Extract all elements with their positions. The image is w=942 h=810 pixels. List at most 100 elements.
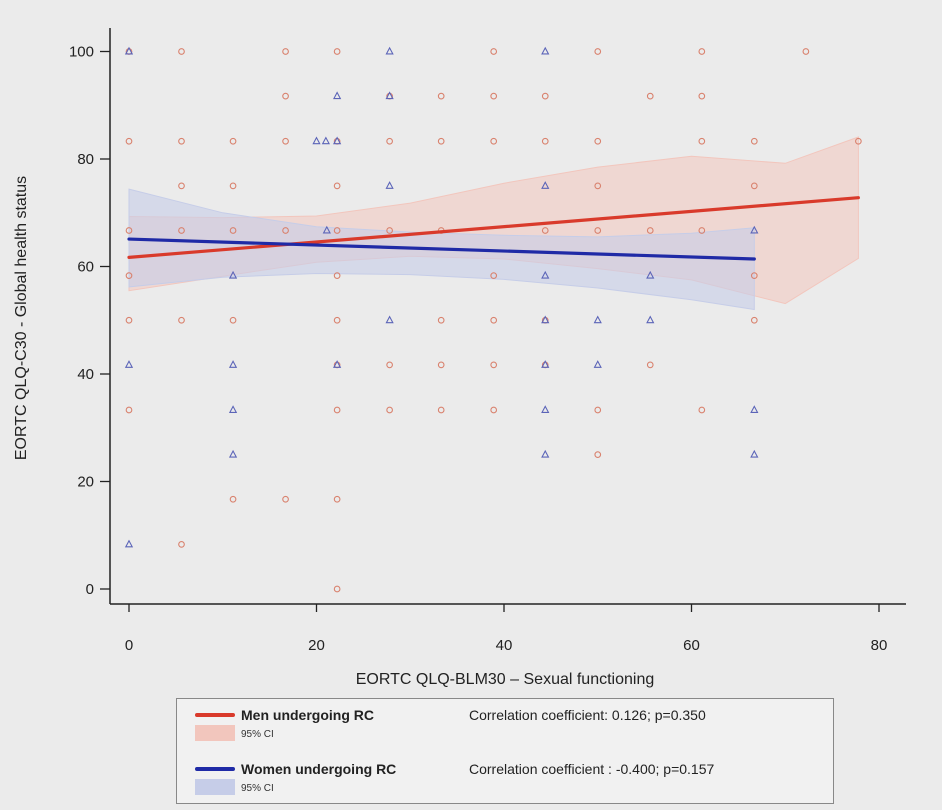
- point-women-13: [541, 270, 550, 279]
- point-men-46: [490, 272, 498, 279]
- point-men-16: [178, 137, 185, 145]
- point-men-32: [750, 182, 758, 190]
- y-tick-label-0: 0: [86, 581, 94, 598]
- point-men-44: [125, 272, 133, 279]
- point-men-63: [333, 406, 341, 414]
- point-men-12: [541, 92, 549, 100]
- point-women-4: [385, 91, 394, 100]
- point-men-50: [229, 316, 237, 324]
- point-men-36: [282, 227, 289, 234]
- y-tick-label-5: 100: [69, 44, 94, 61]
- legend-entry-women: Women undergoing RC 95% CI Correlation c…: [177, 753, 833, 803]
- legend-men-ci-swatch: [195, 725, 235, 741]
- point-women-20: [228, 360, 238, 368]
- point-men-18: [282, 137, 289, 145]
- point-men-42: [646, 227, 654, 234]
- point-women-0: [124, 46, 134, 55]
- point-men-3: [333, 48, 341, 55]
- ticks: 0 20 40 60 80 0 20 40 60 80 100: [69, 44, 887, 655]
- point-men-4: [490, 48, 498, 55]
- point-women-25: [541, 405, 550, 413]
- point-men-6: [698, 48, 706, 55]
- legend-men-name: Men undergoing RC: [241, 707, 374, 723]
- point-women-3: [333, 91, 342, 100]
- point-men-55: [750, 316, 758, 324]
- point-women-6: [321, 136, 330, 145]
- point-women-27: [228, 449, 238, 458]
- legend-women-ci-label: 95% CI: [241, 783, 274, 794]
- point-men-74: [333, 585, 341, 593]
- x-tick-label-3: 60: [683, 637, 700, 654]
- y-tick-label-1: 20: [77, 474, 94, 491]
- point-women-18: [646, 315, 655, 324]
- point-men-57: [386, 361, 393, 369]
- x-tick-label-4: 80: [871, 637, 888, 654]
- point-men-64: [386, 406, 393, 414]
- y-tick-label-4: 80: [77, 151, 94, 168]
- x-axis-label: EORTC QLQ-BLM30 – Sexual functioning: [356, 671, 655, 688]
- point-men-73: [178, 541, 185, 548]
- point-men-38: [386, 227, 393, 234]
- point-women-24: [228, 405, 238, 413]
- point-men-21: [437, 137, 445, 145]
- point-men-24: [594, 137, 602, 145]
- point-men-31: [594, 182, 602, 190]
- point-men-25: [698, 137, 706, 145]
- point-women-29: [750, 449, 759, 458]
- legend-women-ci-swatch: [195, 779, 235, 795]
- x-tick-label-2: 40: [496, 637, 513, 654]
- point-women-12: [228, 270, 238, 279]
- point-men-20: [386, 137, 393, 145]
- point-men-27: [855, 137, 862, 145]
- y-tick-label-2: 40: [77, 366, 94, 383]
- y-axis-label: EORTC QLQ-C30 - Global health status: [13, 176, 30, 460]
- legend-entry-men: Men undergoing RC 95% CI Correlation coe…: [177, 699, 833, 749]
- point-women-5: [312, 136, 321, 145]
- point-men-43: [698, 227, 706, 234]
- point-women-9: [541, 181, 550, 189]
- point-women-21: [333, 360, 342, 368]
- point-men-71: [282, 495, 289, 503]
- axes: [109, 28, 906, 605]
- point-men-40: [541, 227, 549, 234]
- point-men-23: [541, 137, 549, 145]
- point-men-14: [698, 92, 706, 100]
- point-men-58: [437, 361, 445, 369]
- legend-women-line-swatch: [195, 767, 235, 771]
- legend: Men undergoing RC 95% CI Correlation coe…: [176, 698, 834, 804]
- point-men-48: [125, 316, 133, 324]
- x-tick-label-1: 20: [308, 637, 325, 654]
- point-men-35: [229, 227, 237, 234]
- point-women-8: [385, 181, 394, 189]
- data-points: [124, 46, 862, 593]
- point-men-34: [178, 227, 185, 234]
- point-men-8: [282, 92, 289, 100]
- point-women-16: [541, 315, 550, 324]
- legend-women-name: Women undergoing RC: [241, 761, 397, 777]
- point-men-37: [333, 227, 341, 234]
- point-men-22: [490, 137, 498, 145]
- point-men-67: [594, 406, 602, 414]
- point-men-11: [490, 92, 498, 100]
- point-men-26: [750, 137, 758, 145]
- point-women-17: [593, 315, 602, 324]
- point-women-28: [541, 449, 550, 458]
- point-men-70: [229, 495, 237, 503]
- fit-line-women: [127, 237, 756, 261]
- point-men-51: [333, 316, 341, 324]
- confidence-bands: [128, 136, 859, 311]
- fit-line-men: [127, 196, 860, 259]
- legend-men-correlation: Correlation coefficient: 0.126; p=0.350: [469, 707, 706, 723]
- point-men-41: [594, 227, 602, 234]
- point-men-53: [490, 316, 498, 324]
- point-women-14: [646, 270, 655, 279]
- point-men-61: [646, 361, 654, 369]
- legend-men-line-swatch: [195, 713, 235, 717]
- point-men-68: [698, 406, 706, 414]
- point-men-52: [437, 316, 445, 324]
- point-men-33: [125, 227, 133, 234]
- point-men-29: [229, 182, 237, 190]
- point-men-69: [594, 451, 602, 458]
- point-women-15: [385, 315, 394, 324]
